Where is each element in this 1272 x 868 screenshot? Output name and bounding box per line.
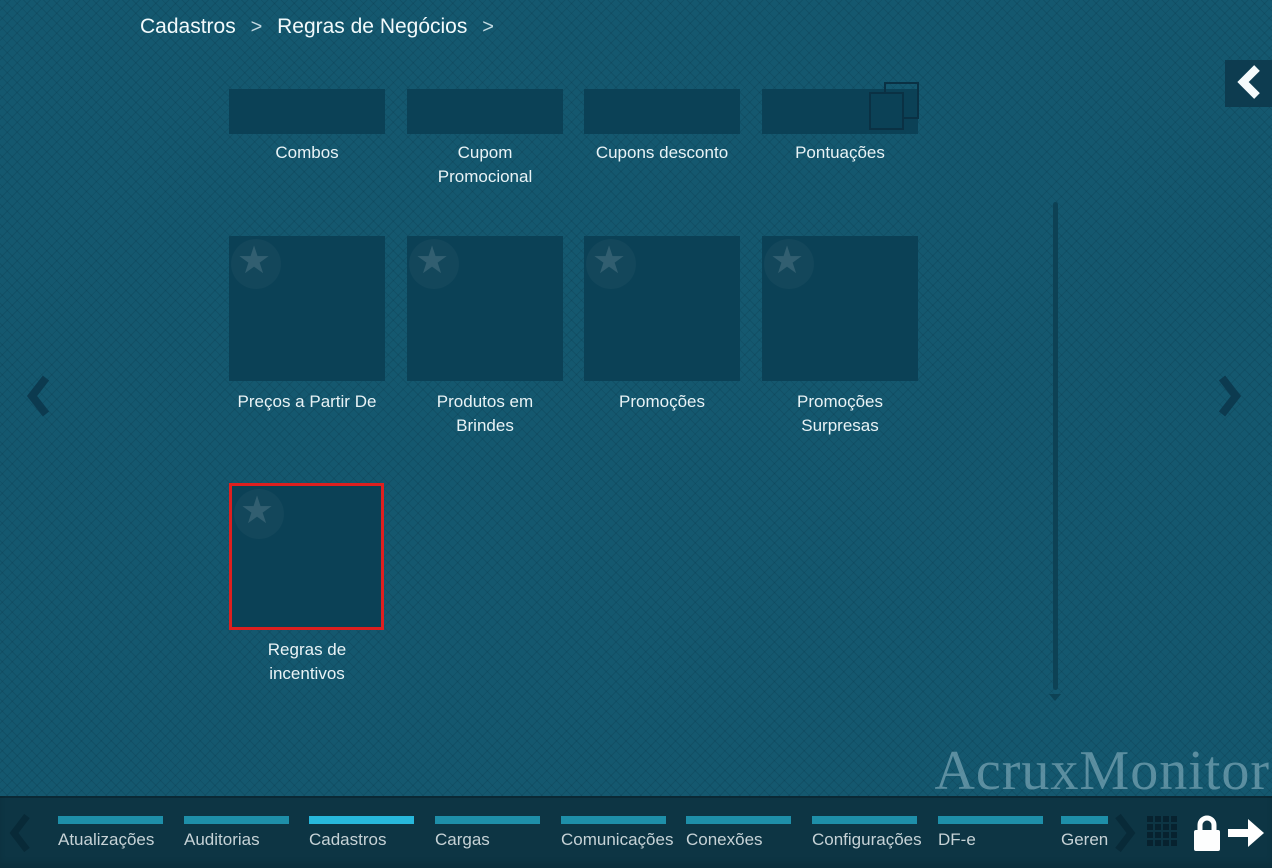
- tab-indicator: [686, 816, 791, 824]
- tile-promocoes-surpresas[interactable]: ★: [762, 236, 918, 381]
- exit-button[interactable]: [1226, 815, 1266, 856]
- tab-label: Atualizações: [58, 830, 155, 849]
- tab-conexoes[interactable]: Conexões: [686, 816, 791, 850]
- star-icon: ★: [591, 240, 627, 282]
- tile-label: Produtos em Brindes: [436, 392, 534, 435]
- tab-geren[interactable]: Geren: [1061, 816, 1108, 850]
- breadcrumb-item-cadastros[interactable]: Cadastros: [140, 15, 236, 38]
- lock-icon: [1193, 815, 1221, 856]
- tab-configuracoes[interactable]: Configurações: [812, 816, 922, 850]
- tile-combos[interactable]: [229, 89, 385, 134]
- star-icon: ★: [236, 240, 272, 282]
- tile-precos-a-partir-de[interactable]: ★: [229, 236, 385, 381]
- nav-next-button[interactable]: [1113, 813, 1137, 858]
- tile-label: Combos: [275, 143, 339, 162]
- chevron-left-icon: [8, 813, 32, 857]
- chevron-left-icon: [1236, 65, 1262, 102]
- star-icon: ★: [414, 240, 450, 282]
- pages-icon: [869, 92, 904, 130]
- tile-label: Regras de incentivos: [267, 640, 347, 683]
- tab-indicator: [1061, 816, 1108, 824]
- tab-indicator: [184, 816, 289, 824]
- carousel-next-button[interactable]: [1218, 374, 1242, 423]
- star-icon: ★: [239, 490, 275, 532]
- nav-prev-button[interactable]: [8, 813, 32, 858]
- tab-auditorias[interactable]: Auditorias: [184, 816, 289, 850]
- tab-cadastros[interactable]: Cadastros: [309, 816, 414, 850]
- chevron-left-icon: [26, 375, 50, 422]
- chevron-right-icon: [1218, 375, 1242, 422]
- chevron-right-icon: [1113, 813, 1137, 857]
- star-icon: ★: [769, 240, 805, 282]
- tab-indicator: [58, 816, 163, 824]
- lock-button[interactable]: [1193, 814, 1221, 857]
- tile-cupons-desconto[interactable]: [584, 89, 740, 134]
- tile-label: Cupons desconto: [595, 143, 729, 162]
- breadcrumb-item-regras-de-negocios[interactable]: Regras de Negócios: [277, 15, 468, 38]
- tab-comunicacoes[interactable]: Comunicações: [561, 816, 674, 850]
- breadcrumb-separator: >: [250, 16, 263, 38]
- breadcrumb-separator: >: [482, 16, 494, 38]
- tab-dfe[interactable]: DF-e: [938, 816, 1043, 850]
- apps-grid-button[interactable]: [1147, 816, 1177, 846]
- tab-label: Configurações: [812, 830, 922, 849]
- tab-label: Comunicações: [561, 830, 674, 849]
- tile-label: Pontuações: [795, 143, 885, 162]
- tab-cargas[interactable]: Cargas: [435, 816, 540, 850]
- watermark-logo: AcruxMonitor: [934, 740, 1270, 802]
- tab-indicator: [812, 816, 917, 824]
- tab-label: Cargas: [435, 830, 490, 849]
- carousel-prev-button[interactable]: [26, 374, 50, 423]
- tab-indicator-active: [309, 816, 414, 824]
- arrow-right-icon: [1226, 819, 1266, 855]
- tab-label: Conexões: [686, 830, 763, 849]
- bottom-nav: Atualizações Auditorias Cadastros Cargas…: [0, 796, 1272, 868]
- tile-regras-de-incentivos[interactable]: ★: [229, 483, 384, 630]
- tab-indicator: [561, 816, 666, 824]
- tab-label: Auditorias: [184, 830, 260, 849]
- tile-label: Promoções: [619, 392, 705, 411]
- tab-label: DF-e: [938, 830, 976, 849]
- tab-indicator: [938, 816, 1043, 824]
- tab-label: Cadastros: [309, 830, 387, 849]
- scroll-down-arrow-icon[interactable]: [1049, 694, 1061, 701]
- tile-label: Promoções Surpresas: [797, 392, 883, 435]
- tile-label: Cupom Promocional: [437, 143, 533, 186]
- scrollbar-thumb[interactable]: [1053, 202, 1058, 690]
- tile-promocoes[interactable]: ★: [584, 236, 740, 381]
- tab-label: Geren: [1061, 830, 1108, 849]
- tile-cupom-promocional[interactable]: [407, 89, 563, 134]
- tab-indicator: [435, 816, 540, 824]
- tab-atualizacoes[interactable]: Atualizações: [58, 816, 163, 850]
- tile-produtos-em-brindes[interactable]: ★: [407, 236, 563, 381]
- breadcrumb: Cadastros > Regras de Negócios >: [140, 15, 503, 39]
- tile-label: Preços a Partir De: [237, 392, 377, 411]
- collapse-panel-button[interactable]: [1225, 60, 1272, 107]
